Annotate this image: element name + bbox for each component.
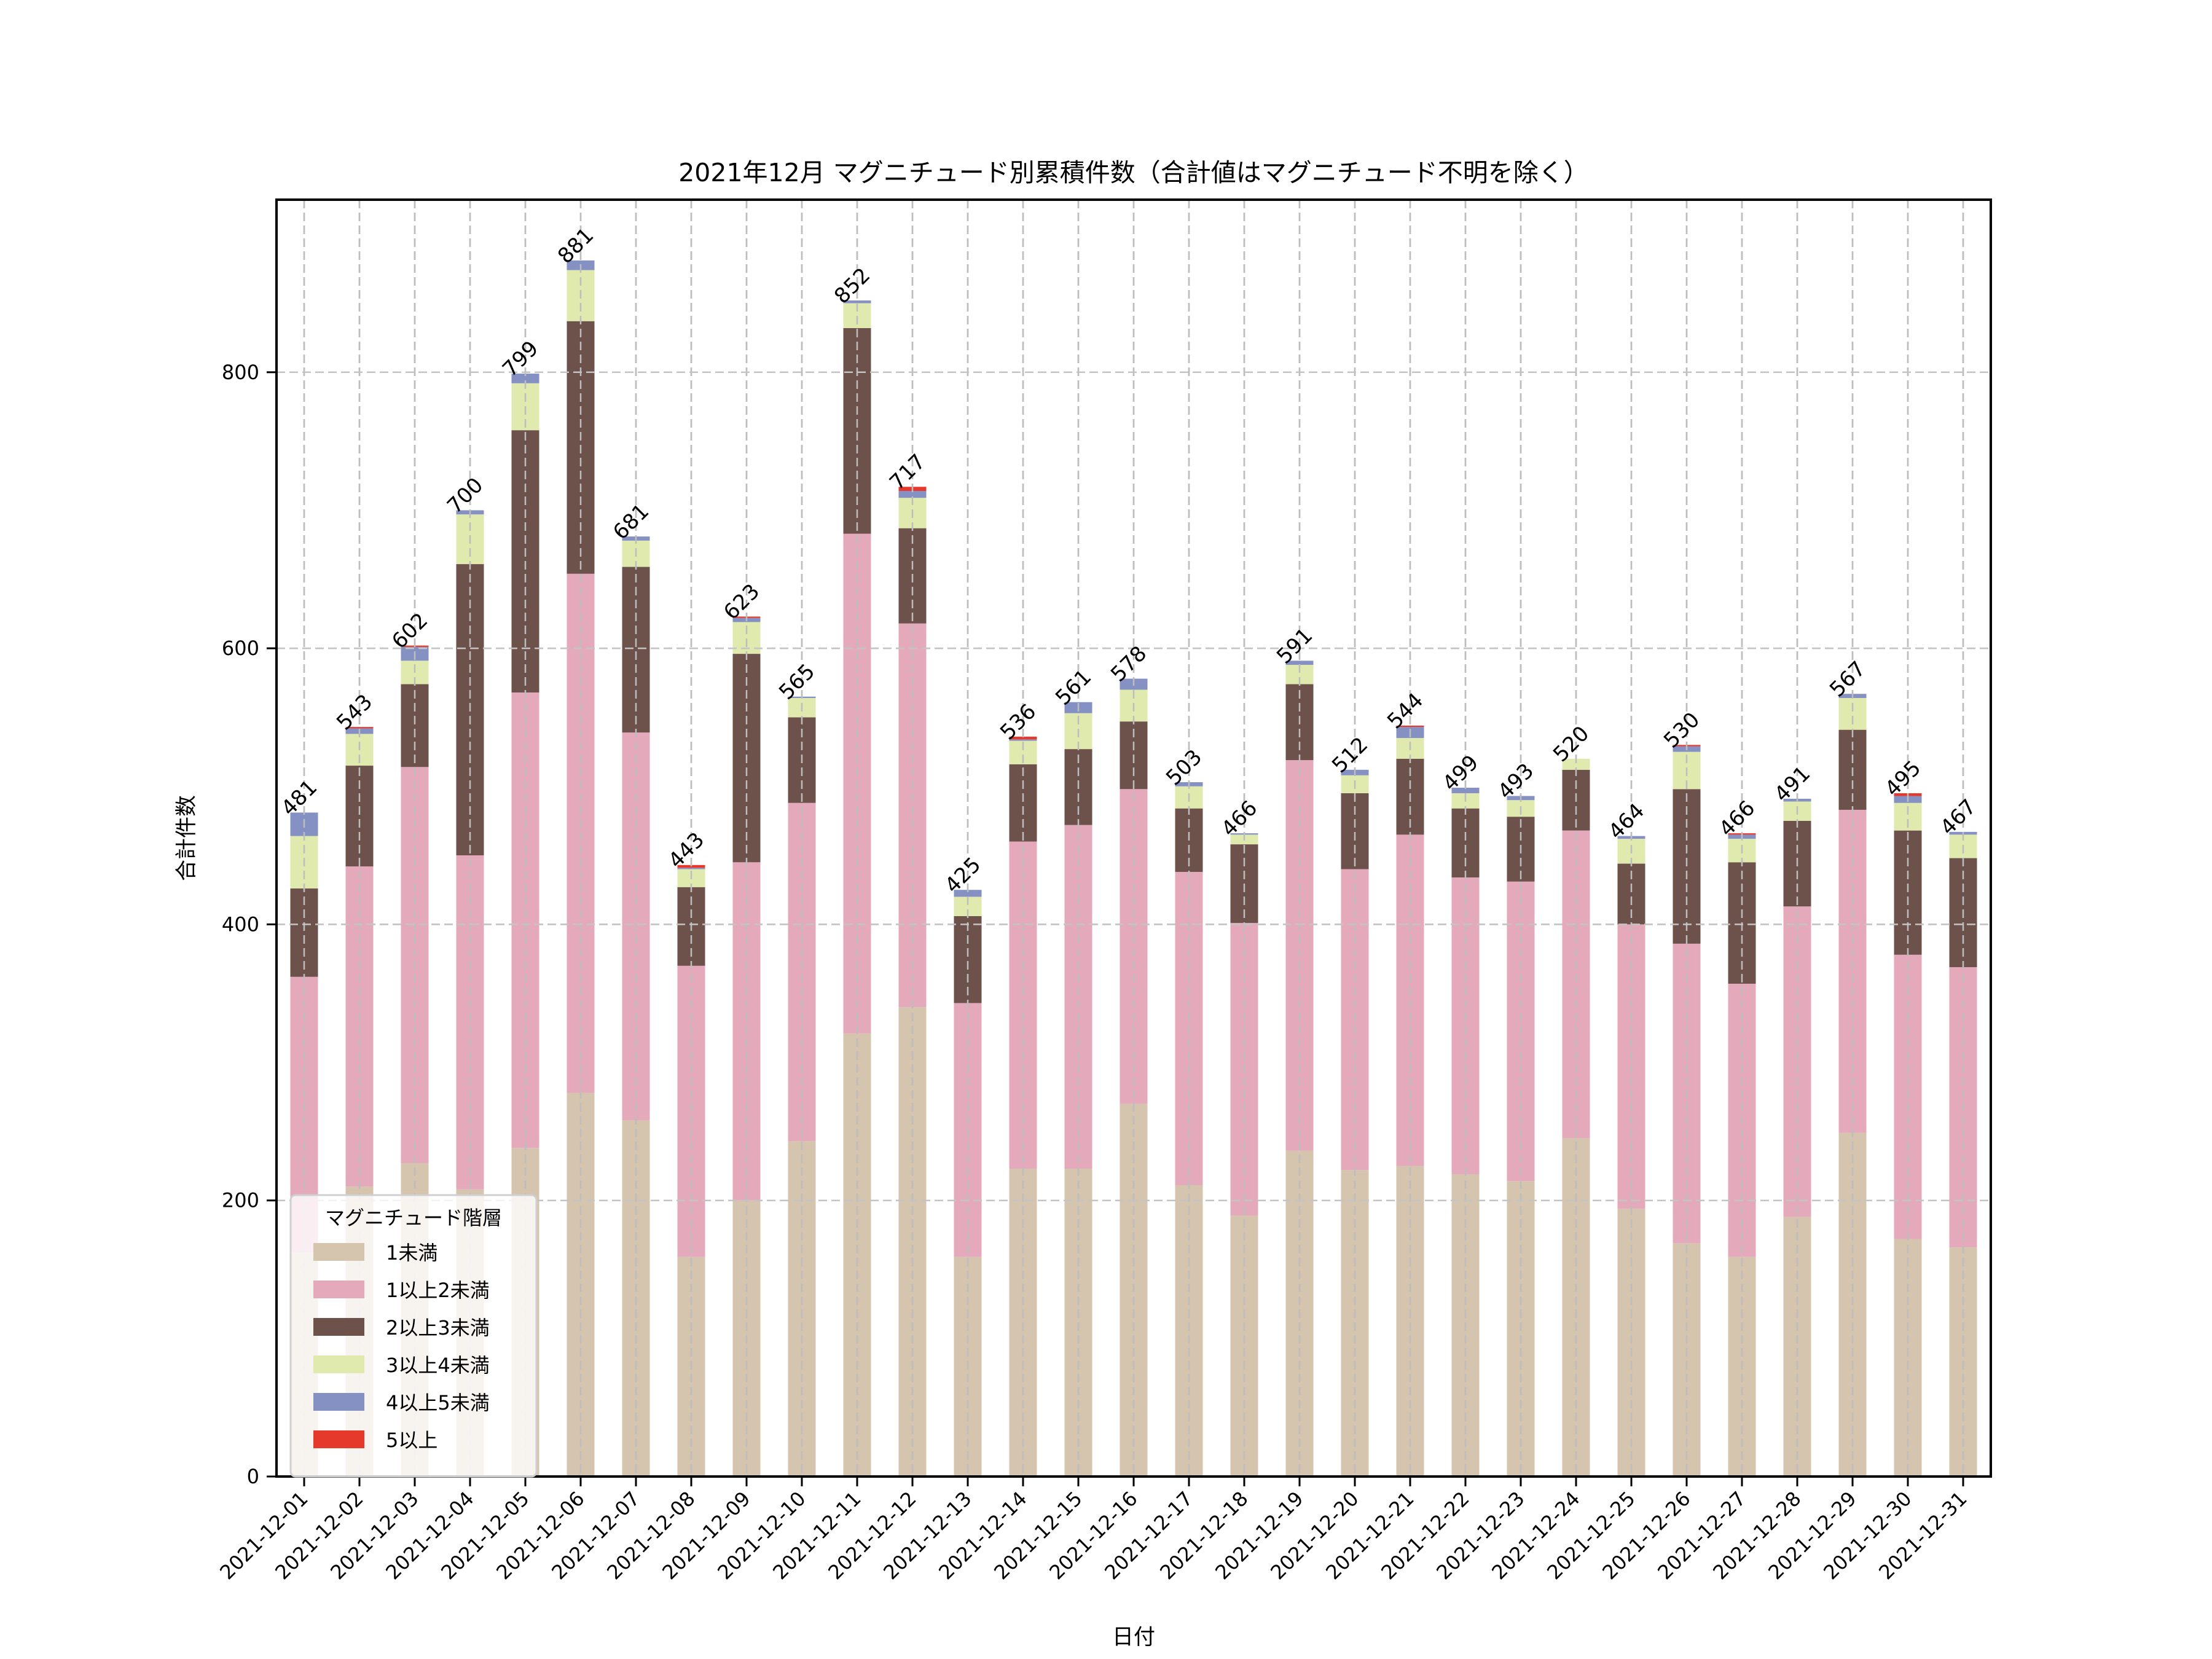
bar-segment [1838, 697, 1867, 730]
bar-segment [1451, 808, 1480, 878]
y-axis-label: 合計件数 [175, 795, 199, 881]
bar-segment [1009, 739, 1037, 741]
legend-swatch [313, 1355, 364, 1373]
legend-item: 3以上4未満 [313, 1354, 490, 1377]
y-tick-label: 800 [222, 361, 259, 384]
legend-title: マグニチュード階層 [325, 1206, 502, 1230]
bar-segment [1783, 906, 1811, 1217]
legend-item: 4以上5未満 [313, 1391, 490, 1414]
legend-label: 3以上4未満 [386, 1354, 490, 1377]
y-tick-label: 0 [247, 1465, 259, 1488]
bars [276, 200, 1991, 1477]
bar-segment [1285, 661, 1314, 665]
bar-segment [1396, 1166, 1424, 1477]
legend-swatch [313, 1243, 364, 1261]
legend-item: 1以上2未満 [313, 1279, 490, 1302]
bar-segment [1009, 764, 1037, 842]
y-tick-label: 600 [222, 637, 259, 660]
legend: マグニチュード階層 1未満 1以上2未満 2以上3未満 3以上4未満 4以上5未満 5以上 [289, 1194, 538, 1478]
legend-label: 1以上2未満 [386, 1279, 490, 1302]
chart-title: 2021年12月 マグニチュード別累積件数（合計値はマグニチュード不明を除く） [678, 158, 1589, 187]
bar-segment [1451, 788, 1480, 793]
bar-segment [843, 300, 871, 304]
y-axis-ticks: 0 200 400 600 800 [222, 361, 276, 1488]
y-tick-label: 400 [222, 912, 259, 936]
legend-swatch [313, 1318, 364, 1336]
legend-swatch [313, 1281, 364, 1298]
legend-item: 1未満 [313, 1241, 437, 1265]
bar-segment [1341, 793, 1369, 869]
bar-segment [1009, 736, 1037, 740]
bar-segment [677, 868, 705, 869]
bar-segment [345, 727, 374, 729]
bar-segment [1396, 725, 1424, 728]
legend-label: 4以上5未満 [386, 1391, 490, 1414]
bar-segment [456, 855, 484, 1190]
legend-item: 2以上3未満 [313, 1316, 490, 1339]
bar-segment [1673, 1243, 1701, 1477]
legend-item: 5以上 [313, 1429, 437, 1452]
bar-segment [677, 865, 705, 868]
x-axis-label: 日付 [1112, 1625, 1155, 1650]
bar-segment [843, 1033, 871, 1477]
y-tick-label: 200 [222, 1189, 259, 1212]
legend-label: 2以上3未満 [386, 1316, 490, 1339]
bar-segment [1562, 758, 1590, 770]
legend-swatch [313, 1393, 364, 1411]
legend-swatch [313, 1430, 364, 1448]
bar-segment [1230, 1215, 1258, 1477]
bar-segment [511, 374, 539, 383]
legend-label: 5以上 [386, 1429, 437, 1452]
bar-segment [1783, 1217, 1811, 1477]
bar-segment [1562, 830, 1590, 1139]
bar-segment [898, 491, 927, 498]
legend-label: 1未満 [386, 1241, 437, 1265]
bar-segment [954, 890, 982, 897]
